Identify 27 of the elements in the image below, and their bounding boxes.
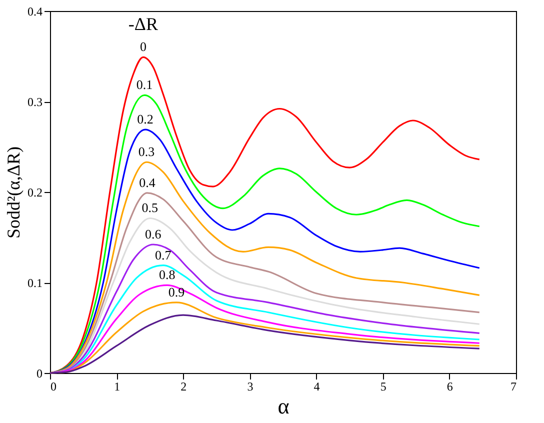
series-label: 0.6 xyxy=(145,226,162,242)
y-tick-label: 0.3 xyxy=(28,95,42,109)
x-tick-label: 5 xyxy=(380,380,386,394)
x-tick-label: 2 xyxy=(180,380,187,394)
series-label: 0 xyxy=(140,39,146,54)
series-label: 0.5 xyxy=(142,200,158,216)
y-tick-label: 0.2 xyxy=(28,186,42,200)
y-axis-title: Sodd²(α,ΔR) xyxy=(4,146,24,238)
series-label: 0.9 xyxy=(168,284,185,300)
line-series xyxy=(49,314,480,374)
x-axis-title: α xyxy=(278,394,290,418)
y-tick-label: 0 xyxy=(36,366,42,380)
x-tick-label: 3 xyxy=(247,380,254,394)
series-label: 0.7 xyxy=(155,247,172,262)
series-label: 0.4 xyxy=(139,174,156,190)
x-tick-label: 0 xyxy=(50,380,56,394)
x-tick-label: 4 xyxy=(314,380,320,394)
x-tick-label: 6 xyxy=(446,380,453,394)
legend-title: -ΔR xyxy=(128,14,158,34)
x-tick-label: 7 xyxy=(510,380,516,394)
y-tick-label: 0.4 xyxy=(28,4,42,18)
series-label: 0.8 xyxy=(159,267,176,282)
series-label: 0.2 xyxy=(137,112,154,127)
series-label: 0.3 xyxy=(138,144,155,160)
x-tick-label: 1 xyxy=(114,380,120,394)
y-tick-label: 0.1 xyxy=(28,276,42,290)
series-label: 0.1 xyxy=(136,77,153,92)
